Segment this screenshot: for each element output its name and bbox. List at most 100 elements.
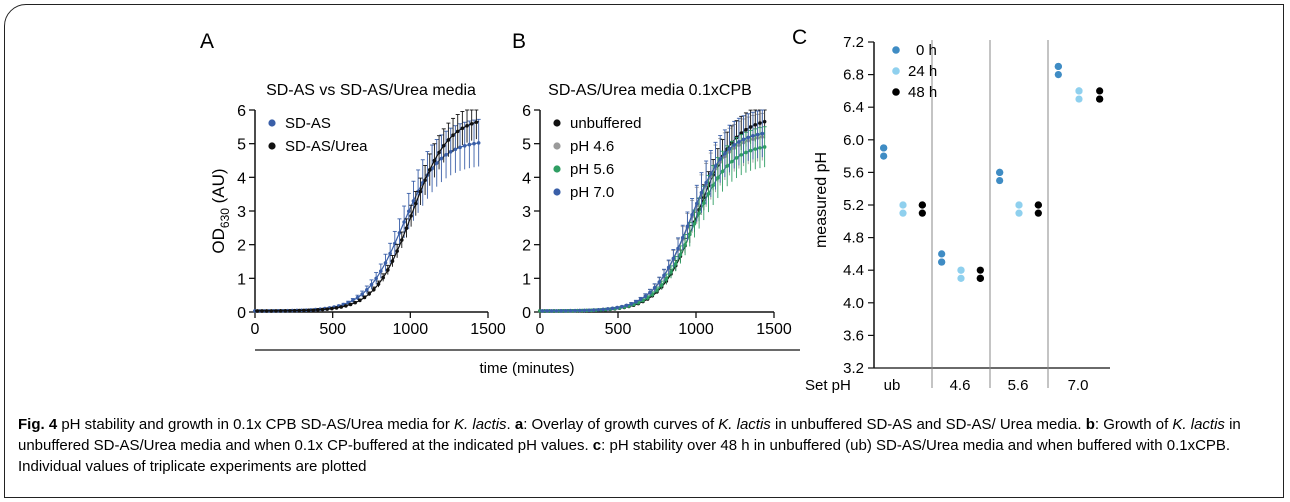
caption-c-text: : pH stability over 48 h in unbuffered (… xyxy=(18,437,1231,475)
data-point xyxy=(697,211,701,216)
data-point xyxy=(692,221,697,226)
data-point xyxy=(1034,201,1042,209)
data-point xyxy=(996,168,1004,176)
data-point xyxy=(976,266,984,274)
data-point xyxy=(957,274,965,282)
data-point xyxy=(629,302,634,306)
data-point xyxy=(362,295,367,300)
y-tick-label: 2 xyxy=(522,238,531,255)
data-point xyxy=(367,292,371,296)
y-tick-label: 0 xyxy=(522,305,531,322)
data-point xyxy=(650,292,655,297)
data-point xyxy=(643,294,648,299)
data-point xyxy=(451,133,455,138)
series-48-h xyxy=(918,87,1104,282)
data-point xyxy=(409,214,413,218)
data-point xyxy=(432,158,437,163)
data-point xyxy=(753,147,758,151)
y-tick-label: 4 xyxy=(522,170,531,187)
category-label: 5.6 xyxy=(1008,377,1029,394)
panel-a: A SD-AS vs SD-AS/Urea media 0 500 1000 1500… xyxy=(200,30,506,338)
caption-b-text1: : Growth of xyxy=(1094,416,1173,433)
data-point xyxy=(938,258,946,266)
legend-label: 48 h xyxy=(908,84,937,101)
figure-charts: A SD-AS vs SD-AS/Urea media 0 500 1000 1500… xyxy=(200,26,1110,394)
data-point xyxy=(662,273,666,278)
panel-letter-c: C xyxy=(792,26,807,49)
data-point xyxy=(376,282,381,286)
data-point xyxy=(638,297,643,302)
y-tick-label: 6.0 xyxy=(843,132,864,149)
y-axis-label: OD630 (AU) xyxy=(209,168,232,253)
data-point xyxy=(739,153,744,157)
y-tick-label: 3 xyxy=(237,204,246,221)
data-point xyxy=(957,266,965,274)
data-point xyxy=(748,125,753,129)
data-point xyxy=(664,277,669,281)
data-point xyxy=(554,309,559,313)
data-point xyxy=(355,295,360,300)
panel-c: C measured pH 3.2 3.6 4.0 4.4 4.8 5.2 5.6 6.0 6.… xyxy=(792,26,1110,394)
y-axis-label-c: measured pH xyxy=(813,152,830,248)
caption-a-text1: : Overlay of growth curves of xyxy=(523,416,719,433)
data-point xyxy=(615,305,620,310)
data-point xyxy=(441,143,446,148)
data-point xyxy=(652,285,657,290)
data-point xyxy=(760,131,765,136)
data-point xyxy=(582,308,587,313)
caption-species-a: K. lactis xyxy=(718,416,771,433)
caption-c-label: c xyxy=(592,437,602,454)
data-point xyxy=(406,209,411,214)
caption-species-b: K. lactis xyxy=(1172,416,1225,433)
data-point xyxy=(545,309,549,313)
data-point xyxy=(399,238,404,242)
x-axis-title: Set pH xyxy=(805,377,851,394)
data-point xyxy=(666,265,671,270)
caption-a-text2: in unbuffered SD-AS and SD-AS/ Urea medi… xyxy=(770,416,1086,433)
series-line xyxy=(254,121,479,312)
data-point xyxy=(453,147,458,152)
data-point xyxy=(899,209,907,217)
data-point xyxy=(274,309,278,313)
data-point xyxy=(379,269,383,273)
data-point xyxy=(699,190,704,195)
y-tick-label: 1 xyxy=(522,271,531,288)
data-point xyxy=(381,275,385,280)
data-point xyxy=(659,283,664,287)
caption-part1: pH stability and growth in 0.1x CPB SD-A… xyxy=(57,416,455,433)
plot-area-a: 0 500 1000 1500 0 1 2 3 4 5 6 OD630 (AU) SD-AS SD-AS/… xyxy=(209,103,506,338)
data-point xyxy=(741,137,746,142)
data-point xyxy=(549,309,554,313)
series-sd-as-urea xyxy=(254,109,479,313)
legend-marker xyxy=(268,119,276,127)
data-point xyxy=(320,307,325,312)
data-point xyxy=(474,120,479,125)
data-point xyxy=(316,308,320,312)
data-point xyxy=(448,149,453,154)
data-point xyxy=(669,270,673,274)
x-tick-label: 1500 xyxy=(756,321,792,338)
y-tick-label: 0 xyxy=(237,305,246,322)
chart-title-a: SD-AS vs SD-AS/Urea media xyxy=(266,82,476,99)
plot-area-c: 3.2 3.6 4.0 4.4 4.8 5.2 5.6 6.0 6.4 6.8 7.2 ub 4.6 5.… xyxy=(805,34,1110,394)
data-point xyxy=(671,256,676,261)
data-point xyxy=(648,290,652,295)
data-point xyxy=(386,268,390,272)
data-point xyxy=(758,121,762,125)
figure-frame xyxy=(4,4,1284,498)
data-point xyxy=(418,189,423,194)
data-point xyxy=(727,146,732,151)
figure-caption: Fig. 4 pH stability and growth in 0.1x C… xyxy=(18,414,1273,477)
data-point xyxy=(683,243,687,247)
plot-area-b: 0 500 1000 1500 0 1 2 3 4 5 6 unbuffered pH 4.6 pH 5.… xyxy=(522,103,792,338)
data-point xyxy=(755,132,760,137)
x-tick-label: 500 xyxy=(319,321,346,338)
data-point xyxy=(678,252,683,257)
data-point xyxy=(680,235,685,240)
data-point xyxy=(559,309,563,313)
legend-label: pH 7.0 xyxy=(570,184,614,201)
data-point xyxy=(458,145,462,150)
data-point xyxy=(706,191,711,196)
y-tick-label: 5 xyxy=(522,137,531,154)
y-tick-label: 4.0 xyxy=(843,295,864,312)
